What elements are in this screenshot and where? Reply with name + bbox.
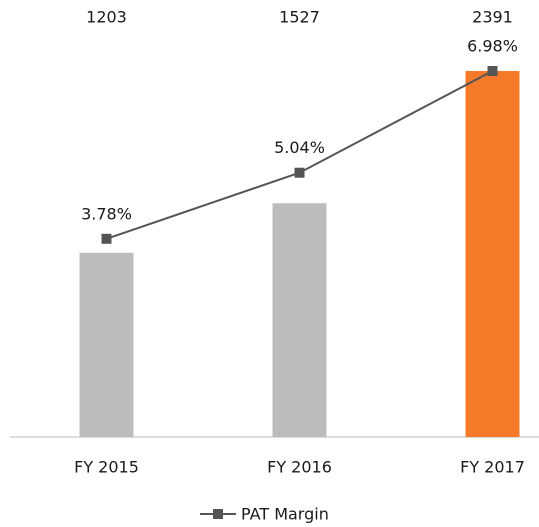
legend-label: PAT Margin (241, 505, 329, 524)
bar (272, 203, 327, 437)
x-tick-label: FY 2017 (460, 458, 525, 477)
bar-value-label: 1203 (86, 8, 127, 27)
bar (465, 71, 520, 437)
data-label: 3.78% (81, 204, 132, 223)
legend-marker (213, 509, 223, 519)
x-tick-label: FY 2016 (267, 458, 332, 477)
data-label: 6.98% (467, 37, 518, 56)
line-marker (294, 167, 305, 178)
bar (79, 252, 134, 437)
bar-value-label: 2391 (472, 8, 513, 27)
bar-value-label: 1527 (279, 8, 320, 27)
x-tick-label: FY 2015 (74, 458, 139, 477)
line-marker (101, 233, 112, 244)
line-marker (487, 66, 498, 76)
data-label: 5.04% (274, 138, 325, 157)
